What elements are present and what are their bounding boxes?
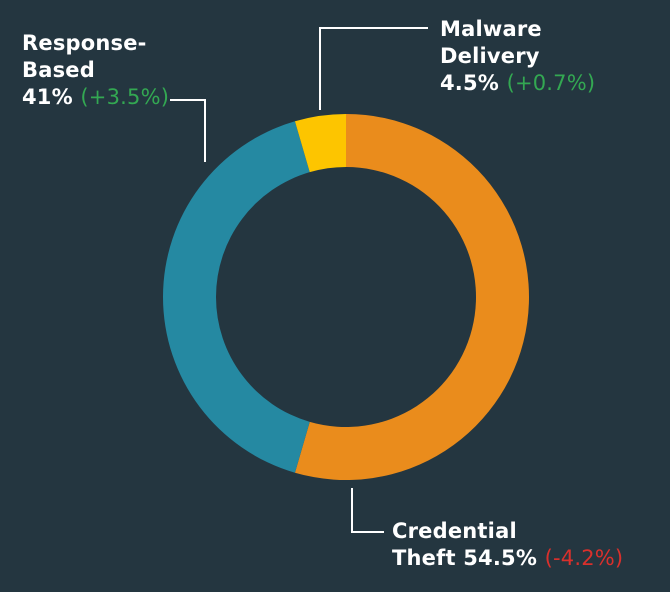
- donut-slice-response-based: [163, 121, 310, 473]
- slice-change: (-4.2%): [544, 546, 624, 570]
- donut-slice-malware-delivery: [294, 114, 346, 173]
- slice-value: 54.5%: [463, 546, 538, 570]
- slice-value-row: 41% (+3.5%): [22, 84, 169, 111]
- slice-label-credential-theft: Credential Theft 54.5% (-4.2%): [392, 518, 623, 572]
- slice-name-line2: Theft: [392, 546, 456, 570]
- slice-name-line2: Based: [22, 58, 95, 82]
- slice-change: (+0.7%): [506, 71, 596, 95]
- slice-name-line1: Credential: [392, 519, 517, 543]
- donut-slice-credential-theft: [294, 114, 530, 480]
- leader-line-credential: [351, 488, 384, 533]
- slice-label-malware-delivery: Malware Delivery 4.5% (+0.7%): [440, 16, 595, 97]
- leader-line-group: [170, 27, 428, 533]
- slice-value: 4.5%: [440, 71, 500, 95]
- slice-group: [163, 114, 530, 480]
- slice-value-row: Theft 54.5% (-4.2%): [392, 545, 623, 572]
- leader-line-response: [170, 99, 206, 162]
- slice-name-line2: Delivery: [440, 44, 540, 68]
- slice-value: 41%: [22, 85, 73, 109]
- slice-label-response-based: Response- Based 41% (+3.5%): [22, 30, 169, 111]
- slice-name-line1: Response-: [22, 31, 147, 55]
- slice-name-line1: Malware: [440, 17, 542, 41]
- leader-line-malware: [319, 27, 428, 110]
- slice-value-row: 4.5% (+0.7%): [440, 70, 595, 97]
- slice-change: (+3.5%): [80, 85, 170, 109]
